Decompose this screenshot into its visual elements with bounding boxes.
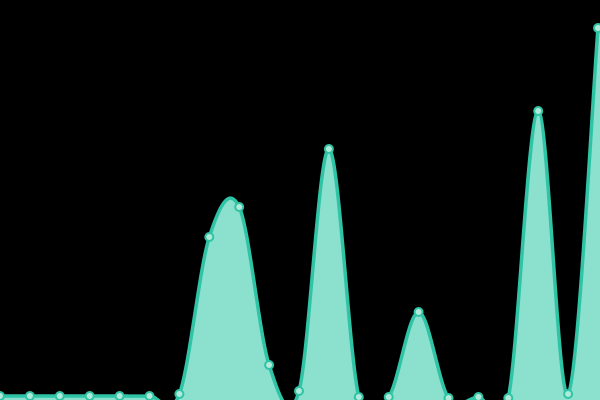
data-point-marker[interactable] [24, 391, 35, 400]
data-point-marker[interactable] [54, 391, 65, 400]
data-point-marker[interactable] [533, 106, 544, 116]
data-point-marker[interactable] [294, 386, 304, 396]
data-point-marker[interactable] [563, 389, 574, 399]
data-point-marker[interactable] [413, 307, 424, 317]
data-point-marker[interactable] [174, 389, 185, 399]
data-point-marker[interactable] [503, 393, 514, 400]
data-point-marker[interactable] [593, 23, 600, 33]
data-point-marker[interactable] [0, 391, 5, 400]
line-stroke-path [0, 26, 600, 400]
data-point-marker[interactable] [323, 144, 334, 154]
data-point-marker[interactable] [264, 360, 275, 370]
data-point-marker[interactable] [353, 392, 364, 400]
data-point-marker[interactable] [114, 391, 125, 400]
data-point-marker[interactable] [84, 391, 95, 400]
data-point-marker[interactable] [234, 202, 245, 212]
area-fill-path [0, 28, 600, 400]
data-point-marker[interactable] [473, 392, 484, 400]
data-point-marker[interactable] [443, 393, 454, 400]
data-point-markers [0, 23, 600, 400]
data-point-marker[interactable] [204, 232, 215, 242]
data-point-marker[interactable] [144, 391, 155, 400]
data-point-marker[interactable] [383, 392, 394, 400]
